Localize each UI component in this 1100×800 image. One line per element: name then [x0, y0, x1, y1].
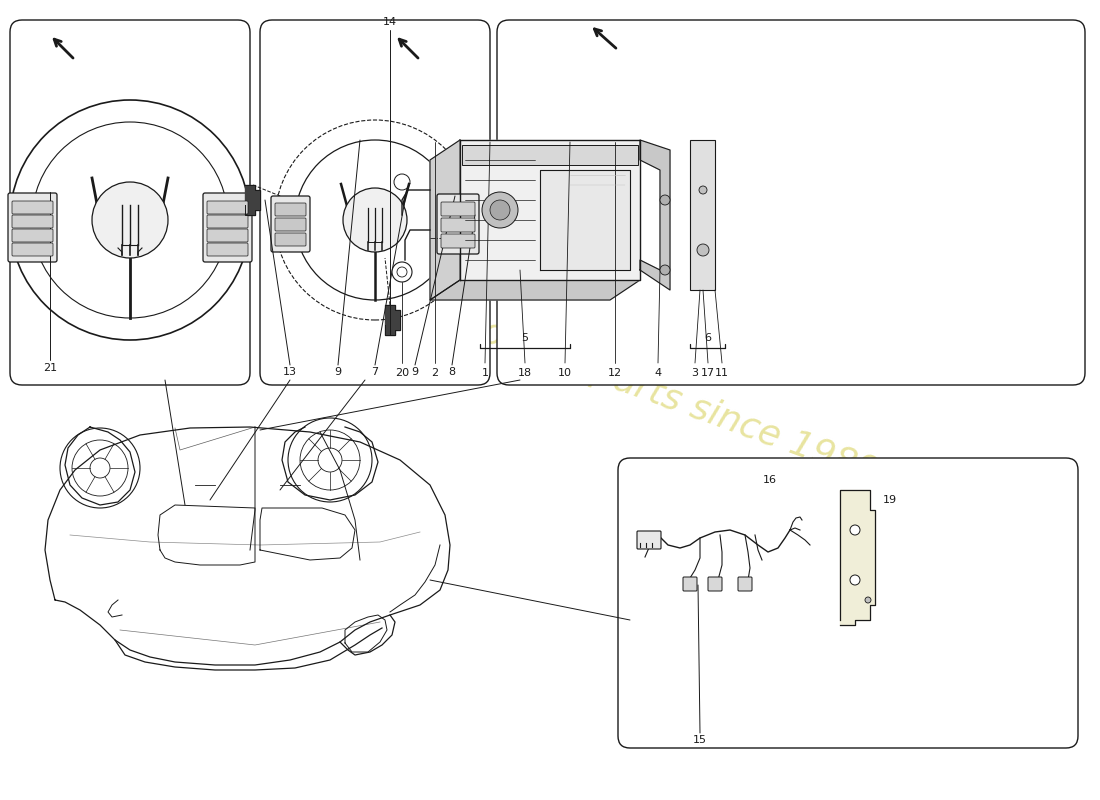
FancyBboxPatch shape: [708, 577, 722, 591]
FancyBboxPatch shape: [738, 577, 752, 591]
Text: 4: 4: [654, 368, 661, 378]
Text: 6: 6: [704, 333, 712, 343]
Text: a passion for parts since 1989: a passion for parts since 1989: [358, 270, 882, 490]
FancyBboxPatch shape: [12, 243, 53, 256]
Polygon shape: [245, 185, 260, 215]
Text: 1: 1: [482, 368, 488, 378]
Bar: [690, 140, 715, 290]
Text: 8: 8: [449, 367, 455, 377]
Circle shape: [343, 188, 407, 252]
FancyBboxPatch shape: [207, 229, 248, 242]
Text: 2: 2: [431, 368, 439, 378]
FancyBboxPatch shape: [437, 194, 478, 254]
Text: 14: 14: [383, 17, 397, 27]
Text: 16: 16: [763, 475, 777, 485]
Text: 9: 9: [334, 367, 342, 377]
Circle shape: [482, 192, 518, 228]
Polygon shape: [640, 140, 670, 290]
FancyBboxPatch shape: [441, 234, 475, 248]
FancyBboxPatch shape: [12, 201, 53, 214]
Circle shape: [865, 597, 871, 603]
FancyBboxPatch shape: [441, 218, 475, 232]
Polygon shape: [430, 280, 640, 300]
Circle shape: [92, 182, 168, 258]
Circle shape: [850, 525, 860, 535]
Text: 3: 3: [692, 368, 698, 378]
FancyBboxPatch shape: [260, 20, 490, 385]
Circle shape: [660, 195, 670, 205]
FancyBboxPatch shape: [207, 243, 248, 256]
Text: a passion for parts since 1989: a passion for parts since 1989: [498, 165, 902, 335]
FancyBboxPatch shape: [497, 20, 1085, 385]
FancyBboxPatch shape: [204, 193, 252, 262]
Polygon shape: [460, 140, 640, 280]
FancyBboxPatch shape: [683, 577, 697, 591]
Text: 5: 5: [521, 333, 528, 343]
FancyBboxPatch shape: [441, 202, 475, 216]
Circle shape: [490, 200, 510, 220]
FancyBboxPatch shape: [275, 218, 306, 231]
FancyBboxPatch shape: [10, 20, 250, 385]
FancyBboxPatch shape: [8, 193, 57, 262]
Polygon shape: [540, 170, 630, 270]
FancyBboxPatch shape: [207, 215, 248, 228]
Text: 21: 21: [43, 363, 57, 373]
Polygon shape: [430, 140, 460, 300]
Bar: [462, 145, 638, 165]
Polygon shape: [840, 490, 874, 625]
FancyBboxPatch shape: [271, 196, 310, 252]
Text: 19: 19: [883, 495, 898, 505]
FancyBboxPatch shape: [207, 201, 248, 214]
Circle shape: [660, 265, 670, 275]
Text: 20: 20: [395, 368, 409, 378]
Circle shape: [392, 262, 412, 282]
Circle shape: [850, 575, 860, 585]
Text: 15: 15: [693, 735, 707, 745]
Text: 9: 9: [411, 367, 419, 377]
FancyBboxPatch shape: [618, 458, 1078, 748]
FancyBboxPatch shape: [275, 203, 306, 216]
Text: 12: 12: [608, 368, 623, 378]
Circle shape: [698, 186, 707, 194]
FancyBboxPatch shape: [275, 233, 306, 246]
Text: 13: 13: [283, 367, 297, 377]
FancyBboxPatch shape: [637, 531, 661, 549]
FancyBboxPatch shape: [12, 215, 53, 228]
Text: 10: 10: [558, 368, 572, 378]
Text: 7: 7: [372, 367, 378, 377]
FancyBboxPatch shape: [12, 229, 53, 242]
Text: 18: 18: [518, 368, 532, 378]
Text: 17: 17: [701, 368, 715, 378]
Text: 11: 11: [715, 368, 729, 378]
Polygon shape: [385, 305, 400, 335]
Circle shape: [697, 244, 710, 256]
